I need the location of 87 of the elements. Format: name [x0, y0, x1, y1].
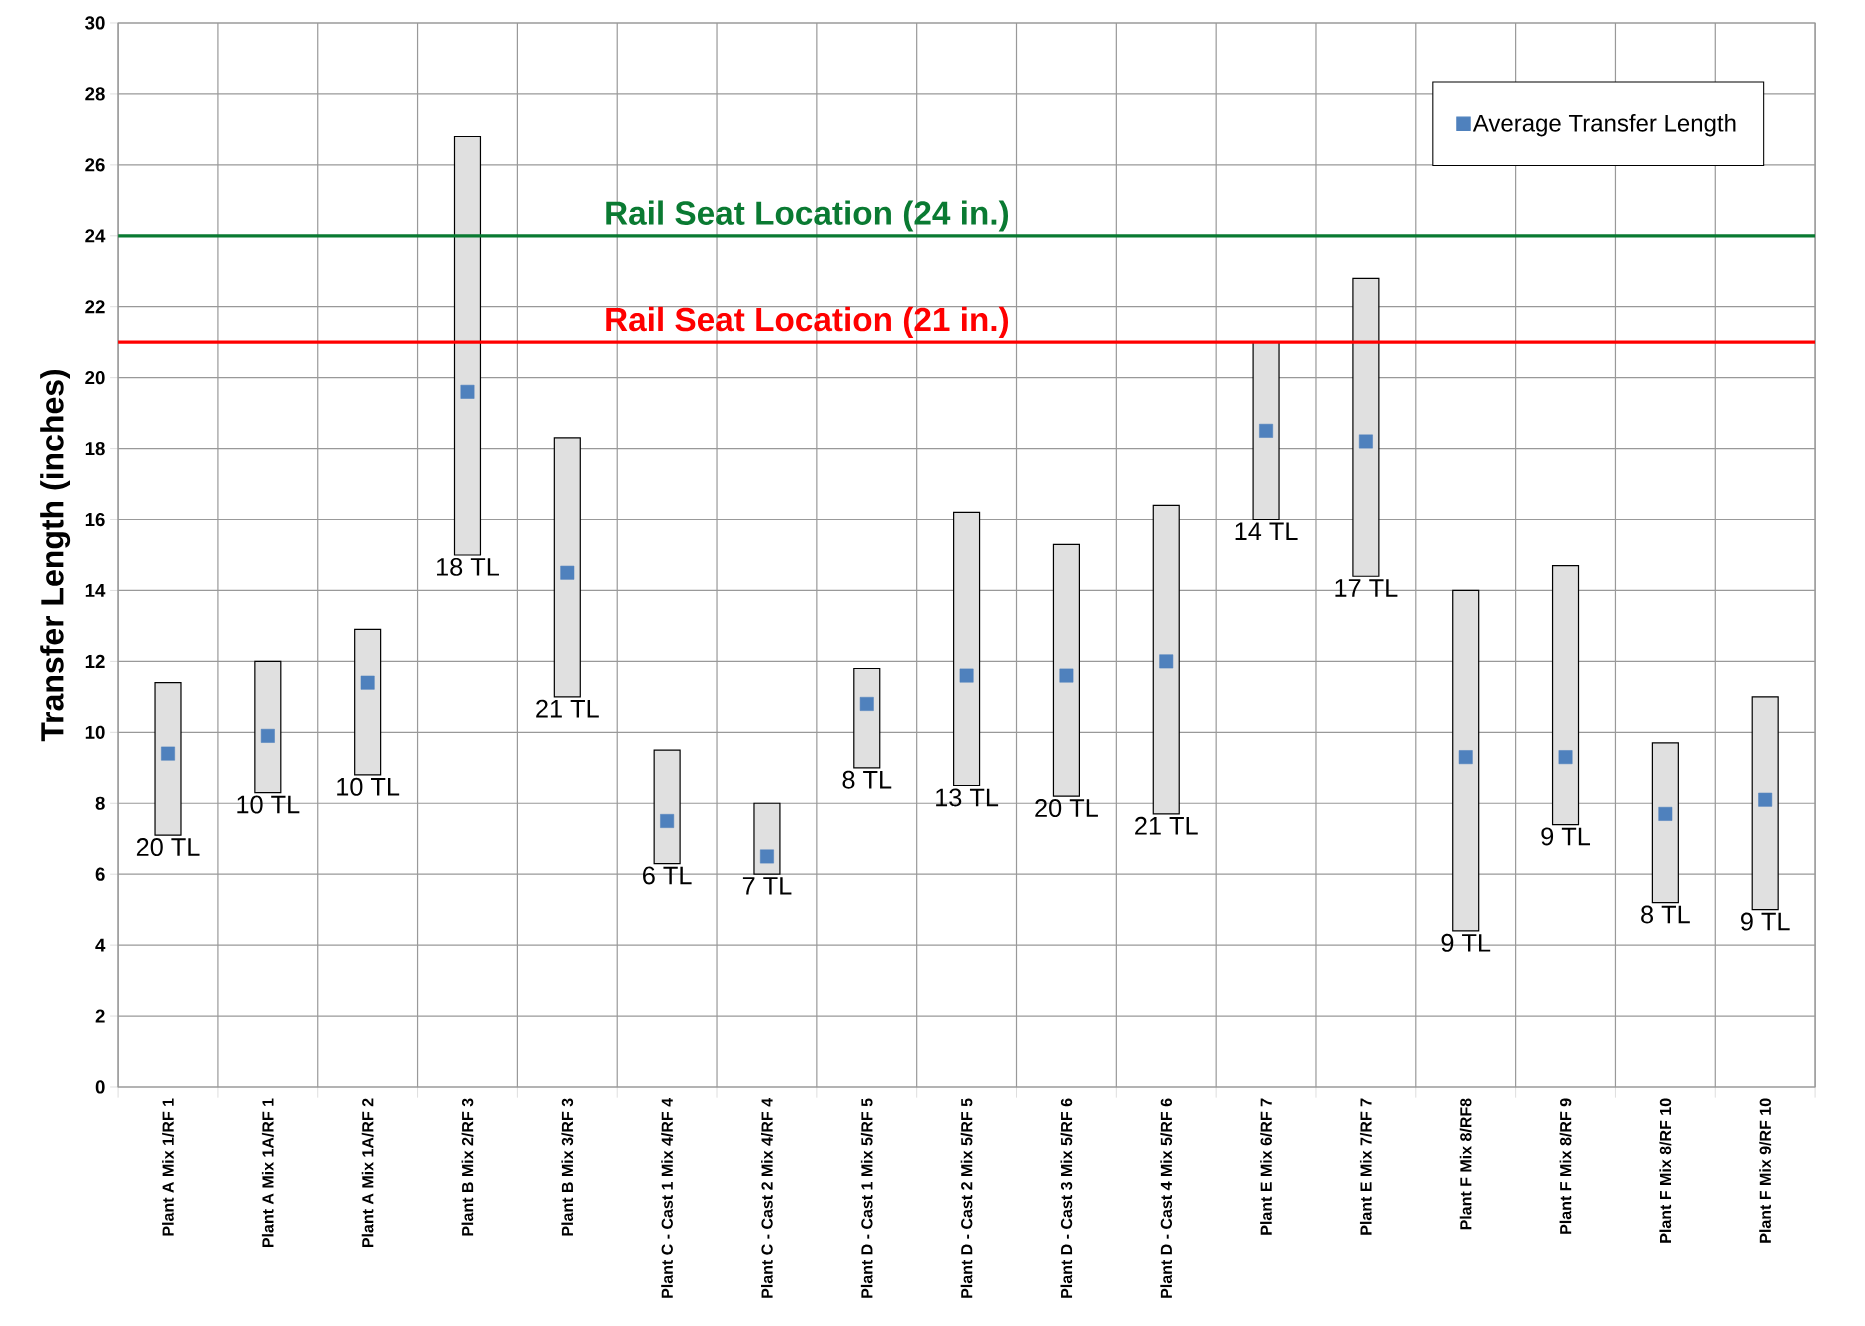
- bar: [453, 135, 482, 556]
- legend-label: Average Transfer Length: [1472, 114, 1736, 137]
- annotation: 20 TL: [1035, 799, 1098, 818]
- x-tick-label: Plant A Mix 1A/RF 2: [361, 1098, 374, 1248]
- annotation: 8 TL: [1641, 905, 1690, 924]
- y-tick-label: 22: [85, 300, 105, 314]
- annotation: 14 TL: [1235, 522, 1298, 540]
- bar: [1152, 504, 1180, 815]
- point: [1159, 654, 1174, 669]
- bar: [1052, 543, 1080, 797]
- annotation: 9 TL: [1441, 933, 1491, 952]
- y-tick-label: 6: [95, 867, 105, 881]
- point: [859, 697, 874, 711]
- y-tick-label: 4: [95, 938, 106, 952]
- bar: [254, 660, 282, 794]
- ref-line-label: Rail Seat Location (21 in.): [606, 306, 1009, 338]
- y-tick-label: 26: [85, 158, 105, 172]
- bar: [354, 628, 382, 776]
- x-tick-label: Plant D - Cast 1 Mix 5/RF 5: [860, 1098, 873, 1298]
- point: [1358, 434, 1373, 449]
- x-tick-label: Plant D - Cast 2 Mix 5/RF 5: [960, 1098, 973, 1298]
- annotation: 8 TL: [842, 770, 892, 789]
- y-tick-label: 10: [85, 725, 105, 739]
- point: [1758, 792, 1773, 807]
- annotation: 20 TL: [136, 838, 200, 857]
- bar: [1252, 341, 1280, 521]
- ref-line-label: Rail Seat Location (24 in.): [606, 200, 1009, 232]
- x-tick-label: Plant A Mix 1/RF 1: [162, 1098, 174, 1236]
- bar: [154, 682, 182, 836]
- y-tick-label: 24: [85, 229, 106, 243]
- y-tick-label: 0: [95, 1080, 105, 1094]
- point: [1458, 750, 1473, 765]
- y-tick-label: 12: [85, 654, 105, 668]
- bar: [1651, 742, 1679, 904]
- point: [1558, 750, 1573, 765]
- point: [1658, 806, 1673, 821]
- y-tick-label: 8: [95, 796, 105, 810]
- x-tick-label: Plant D - Cast 3 Mix 5/RF 6: [1060, 1098, 1073, 1298]
- y-tick-label: 14: [85, 584, 106, 597]
- point: [161, 746, 175, 761]
- annotation: 10 TL: [337, 777, 400, 796]
- y-tick-label: 28: [85, 87, 105, 101]
- y-tick-label: 30: [85, 16, 105, 30]
- x-tick-label: Plant C - Cast 1 Mix 4/RF 4: [661, 1098, 674, 1298]
- bar: [653, 749, 681, 865]
- x-tick-label: Plant B Mix 2/RF 3: [461, 1098, 474, 1236]
- x-tick-label: Plant F Mix 8/RF8: [1459, 1098, 1472, 1230]
- x-tick-label: Plant F Mix 9/RF 10: [1759, 1098, 1772, 1243]
- x-tick-label: Plant E Mix 7/RF 7: [1359, 1098, 1372, 1235]
- point: [1059, 668, 1074, 683]
- bar: [1551, 565, 1580, 826]
- point: [360, 675, 375, 690]
- point: [1259, 423, 1273, 438]
- bar: [553, 437, 581, 698]
- bar: [853, 667, 881, 769]
- point: [760, 849, 774, 864]
- bar: [953, 511, 981, 787]
- bar: [1452, 589, 1480, 932]
- x-tick-label: Plant F Mix 8/RF 9: [1559, 1098, 1572, 1234]
- bar: [1352, 277, 1380, 577]
- annotation: 9 TL: [1741, 912, 1790, 931]
- x-tick-label: Plant C - Cast 2 Mix 4/RF 4: [761, 1098, 773, 1298]
- y-tick-label: 16: [85, 512, 105, 527]
- y-tick-label: 2: [95, 1009, 105, 1023]
- annotation: 7 TL: [742, 877, 792, 895]
- point: [560, 565, 575, 580]
- annotation: 17 TL: [1335, 579, 1398, 597]
- x-tick-label: Plant D - Cast 4 Mix 5/RF 6: [1160, 1098, 1173, 1298]
- annotation: 21 TL: [536, 699, 599, 718]
- annotation: 13 TL: [936, 788, 999, 807]
- y-tick-label: 20: [85, 371, 105, 385]
- x-tick-label: Plant F Mix 8/RF 10: [1659, 1098, 1672, 1243]
- annotation: 10 TL: [237, 795, 300, 814]
- y-tick-label: 18: [85, 441, 105, 456]
- point: [959, 668, 974, 683]
- annotation: 9 TL: [1541, 827, 1591, 846]
- point: [260, 728, 275, 743]
- y-axis-title: Transfer Length (inches): [40, 369, 71, 742]
- x-tick-label: Plant E Mix 6/RF 7: [1260, 1098, 1273, 1235]
- bar: [1751, 696, 1779, 911]
- point: [460, 384, 475, 399]
- point: [660, 814, 675, 828]
- annotation: 6 TL: [643, 866, 692, 885]
- annotation: 18 TL: [437, 557, 499, 576]
- annotation: 21 TL: [1135, 816, 1198, 835]
- x-tick-label: Plant B Mix 3/RF 3: [561, 1098, 574, 1236]
- x-tick-label: Plant A Mix 1A/RF 1: [261, 1098, 274, 1248]
